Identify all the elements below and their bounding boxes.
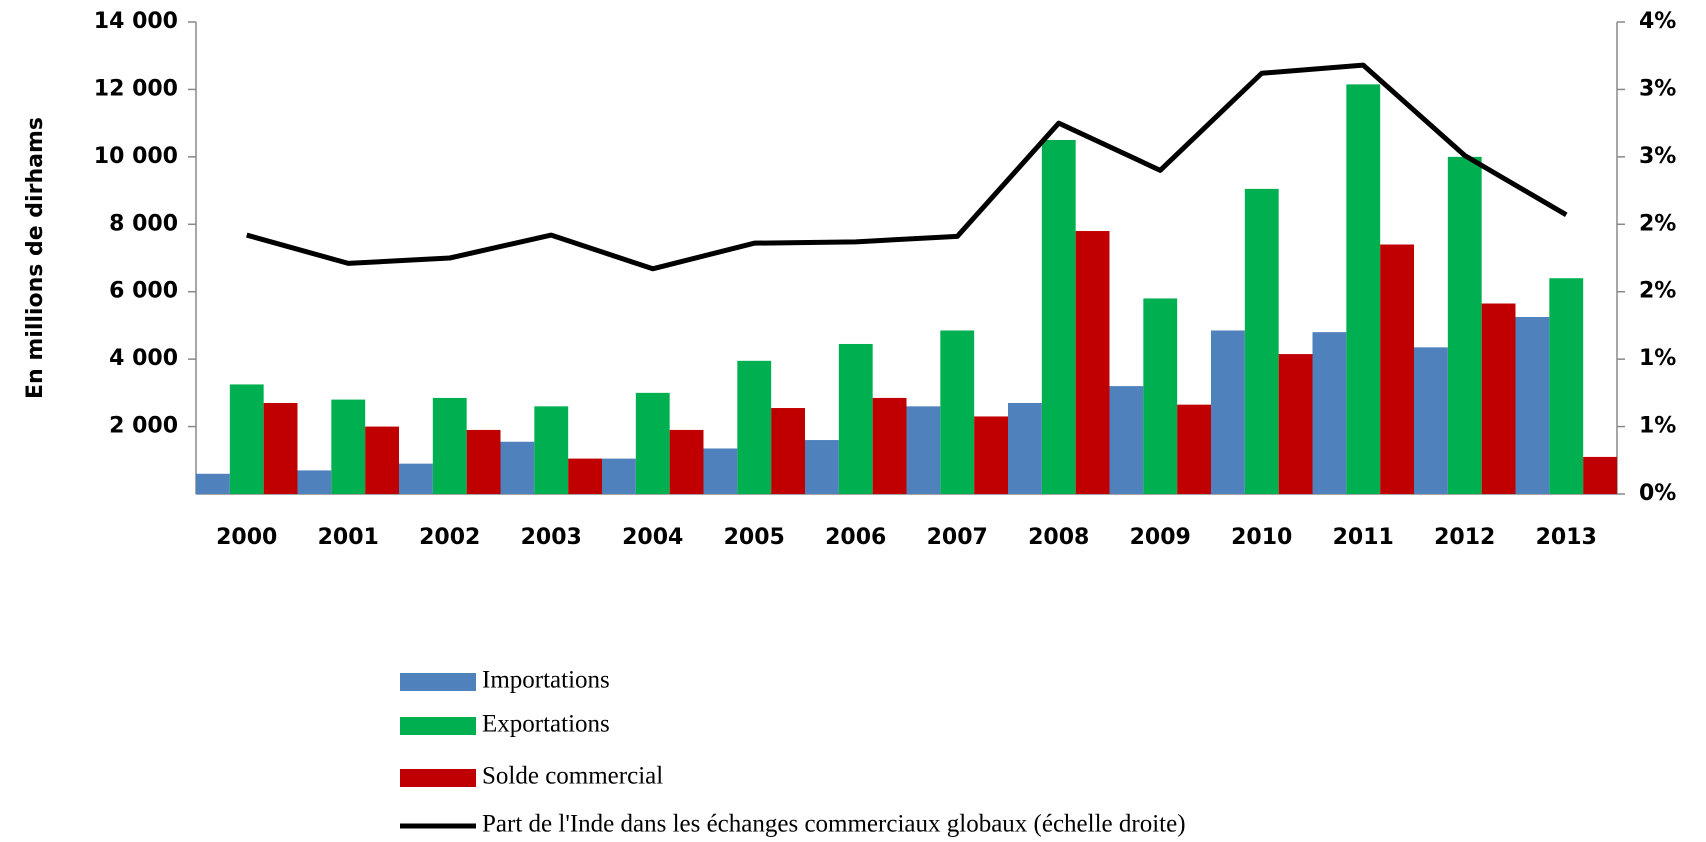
bar: [906, 406, 941, 494]
bar: [399, 463, 433, 494]
bar: [432, 397, 467, 494]
bar: [872, 397, 907, 494]
y-tick-label: 2 000: [109, 414, 178, 439]
bar: [1008, 402, 1042, 494]
bar: [602, 458, 636, 494]
bar: [1143, 298, 1178, 494]
bar: [297, 470, 332, 494]
bar: [1515, 317, 1550, 494]
bar: [1041, 140, 1076, 494]
y2-tick-label: 2%: [1639, 211, 1676, 236]
x-tick-label: 2012: [1434, 525, 1495, 550]
x-tick-label: 2000: [216, 525, 277, 550]
bar: [635, 392, 670, 494]
y-tick-label: 4 000: [109, 346, 178, 371]
bar: [805, 440, 839, 494]
x-tick-label: 2004: [622, 525, 683, 550]
bar: [1211, 330, 1245, 494]
bar: [974, 416, 1008, 494]
bar: [466, 429, 501, 494]
legend-swatch: [400, 673, 476, 691]
x-tick-label: 2013: [1536, 525, 1597, 550]
y-tick-label: 14 000: [94, 9, 178, 34]
bar: [1177, 404, 1211, 494]
y-axis-title: En millions de dirhams: [23, 117, 48, 399]
y2-tick-label: 1%: [1639, 346, 1676, 371]
x-tick-label: 2006: [825, 525, 886, 550]
bar: [365, 426, 399, 494]
x-tick-label: 2009: [1130, 525, 1191, 550]
bar: [568, 458, 602, 494]
y-tick-label: 8 000: [109, 211, 178, 236]
x-tick-label: 2010: [1231, 525, 1292, 550]
bar: [196, 473, 230, 494]
bar: [1583, 456, 1617, 494]
x-tick-label: 2002: [419, 525, 480, 550]
x-tick-label: 2011: [1333, 525, 1394, 550]
legend-label: Importations: [482, 667, 610, 694]
bar: [1380, 244, 1414, 494]
bar: [771, 408, 805, 494]
bar: [534, 406, 569, 494]
legend-swatch: [400, 769, 476, 787]
bar: [1075, 231, 1110, 494]
y2-tick-label: 1%: [1639, 414, 1676, 439]
bar: [500, 441, 535, 494]
bar: [1447, 156, 1482, 494]
legend-label: Exportations: [482, 711, 610, 738]
legend-label: Solde commercial: [482, 763, 663, 790]
bar: [1278, 354, 1313, 494]
x-tick-label: 2003: [521, 525, 582, 550]
x-tick-label: 2001: [318, 525, 379, 550]
bar: [229, 384, 264, 494]
bar: [1549, 278, 1584, 494]
bar: [1244, 188, 1279, 494]
bar: [838, 343, 873, 494]
y2-tick-label: 4%: [1639, 9, 1676, 34]
bar: [940, 330, 975, 494]
bar: [669, 429, 704, 494]
y-tick-label: 6 000: [109, 279, 178, 304]
y2-tick-label: 0%: [1639, 481, 1676, 506]
bar: [737, 360, 772, 494]
y2-tick-label: 2%: [1639, 279, 1676, 304]
bar: [1312, 332, 1347, 494]
bar: [1109, 386, 1144, 494]
bar: [263, 402, 298, 494]
bar: [1414, 347, 1448, 494]
line: [246, 62, 1568, 272]
x-tick-label: 2007: [927, 525, 988, 550]
y2-tick-label: 3%: [1639, 76, 1676, 101]
legend-label: Part de l'Inde dans les échanges commerc…: [482, 811, 1186, 838]
bar: [331, 399, 366, 494]
y2-tick-label: 3%: [1639, 144, 1676, 169]
legend-swatch: [400, 717, 476, 735]
bar: [703, 448, 738, 494]
y-tick-label: 12 000: [94, 76, 178, 101]
x-tick-label: 2008: [1028, 525, 1089, 550]
y-tick-label: 10 000: [94, 144, 178, 169]
bar: [1346, 84, 1381, 494]
bar: [1481, 303, 1516, 494]
x-tick-label: 2005: [724, 525, 785, 550]
